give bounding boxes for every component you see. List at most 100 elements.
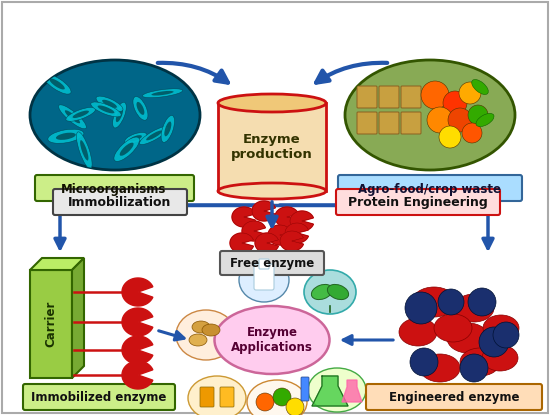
FancyBboxPatch shape [200, 387, 214, 407]
Polygon shape [72, 258, 84, 378]
Ellipse shape [133, 97, 148, 120]
Polygon shape [122, 278, 153, 306]
Ellipse shape [308, 368, 366, 412]
FancyBboxPatch shape [379, 86, 399, 108]
Ellipse shape [102, 100, 117, 108]
Circle shape [479, 327, 509, 357]
Polygon shape [30, 258, 84, 270]
Text: Engineered enzyme: Engineered enzyme [389, 391, 519, 403]
Ellipse shape [140, 126, 169, 144]
Text: Microorganisms: Microorganisms [61, 183, 167, 195]
FancyBboxPatch shape [401, 86, 421, 108]
Polygon shape [232, 207, 255, 227]
Ellipse shape [142, 89, 183, 98]
FancyBboxPatch shape [35, 175, 194, 201]
Circle shape [462, 123, 482, 143]
FancyBboxPatch shape [379, 112, 399, 134]
Polygon shape [252, 201, 276, 221]
Ellipse shape [218, 183, 326, 199]
FancyBboxPatch shape [259, 259, 269, 269]
Circle shape [493, 322, 519, 348]
Ellipse shape [164, 122, 172, 136]
Ellipse shape [50, 78, 65, 90]
FancyBboxPatch shape [218, 103, 326, 191]
Ellipse shape [151, 91, 174, 95]
FancyBboxPatch shape [220, 251, 324, 275]
Circle shape [459, 82, 481, 104]
Polygon shape [122, 308, 153, 336]
FancyBboxPatch shape [357, 86, 377, 108]
FancyBboxPatch shape [23, 384, 175, 410]
Ellipse shape [189, 334, 207, 346]
Polygon shape [280, 231, 304, 251]
FancyBboxPatch shape [336, 189, 500, 215]
Ellipse shape [247, 380, 307, 415]
Text: Protein Engineering: Protein Engineering [348, 195, 488, 208]
Ellipse shape [188, 376, 246, 415]
Ellipse shape [96, 96, 123, 112]
Ellipse shape [58, 105, 86, 129]
Ellipse shape [66, 107, 96, 121]
Ellipse shape [327, 284, 349, 300]
Polygon shape [275, 207, 299, 227]
Circle shape [273, 388, 291, 406]
Ellipse shape [399, 318, 437, 346]
Circle shape [427, 107, 453, 133]
Ellipse shape [91, 102, 121, 117]
FancyBboxPatch shape [357, 112, 377, 134]
Circle shape [443, 91, 467, 115]
Ellipse shape [176, 310, 236, 360]
Ellipse shape [130, 135, 142, 141]
Ellipse shape [73, 110, 89, 118]
Ellipse shape [345, 60, 515, 170]
Circle shape [468, 105, 488, 125]
Ellipse shape [311, 284, 333, 300]
Polygon shape [122, 361, 153, 389]
Ellipse shape [447, 323, 489, 353]
Ellipse shape [48, 129, 84, 143]
Ellipse shape [43, 74, 71, 94]
Ellipse shape [420, 354, 460, 382]
FancyBboxPatch shape [366, 384, 542, 410]
Polygon shape [230, 233, 254, 253]
Ellipse shape [98, 105, 114, 113]
Ellipse shape [76, 132, 92, 169]
Ellipse shape [136, 102, 145, 115]
Polygon shape [290, 211, 314, 231]
Text: Free enzyme: Free enzyme [230, 256, 314, 269]
Circle shape [448, 108, 472, 132]
FancyBboxPatch shape [53, 189, 187, 215]
Ellipse shape [116, 108, 123, 122]
Text: Carrier: Carrier [45, 301, 58, 347]
Ellipse shape [304, 270, 356, 314]
Text: Immobilized enzyme: Immobilized enzyme [31, 391, 167, 403]
Text: Agro-food/crop waste: Agro-food/crop waste [359, 183, 502, 195]
Polygon shape [242, 221, 266, 241]
Polygon shape [312, 376, 348, 406]
Ellipse shape [239, 258, 289, 302]
Circle shape [421, 81, 449, 109]
Circle shape [439, 126, 461, 148]
Ellipse shape [30, 60, 200, 170]
Ellipse shape [202, 324, 220, 336]
Text: Enzyme
Applications: Enzyme Applications [231, 326, 313, 354]
Ellipse shape [218, 94, 326, 112]
Ellipse shape [454, 294, 494, 322]
Circle shape [460, 354, 488, 382]
Ellipse shape [80, 140, 89, 161]
Ellipse shape [476, 113, 494, 127]
Polygon shape [268, 225, 292, 245]
Ellipse shape [482, 345, 518, 371]
Ellipse shape [113, 102, 127, 128]
FancyBboxPatch shape [301, 377, 309, 401]
Ellipse shape [460, 348, 500, 376]
Circle shape [256, 393, 274, 411]
Ellipse shape [120, 143, 134, 156]
Polygon shape [285, 223, 309, 243]
Circle shape [468, 288, 496, 316]
Ellipse shape [434, 314, 472, 342]
Text: Enzyme
production: Enzyme production [231, 133, 313, 161]
Polygon shape [30, 270, 72, 378]
Ellipse shape [56, 133, 76, 140]
Ellipse shape [65, 110, 80, 123]
